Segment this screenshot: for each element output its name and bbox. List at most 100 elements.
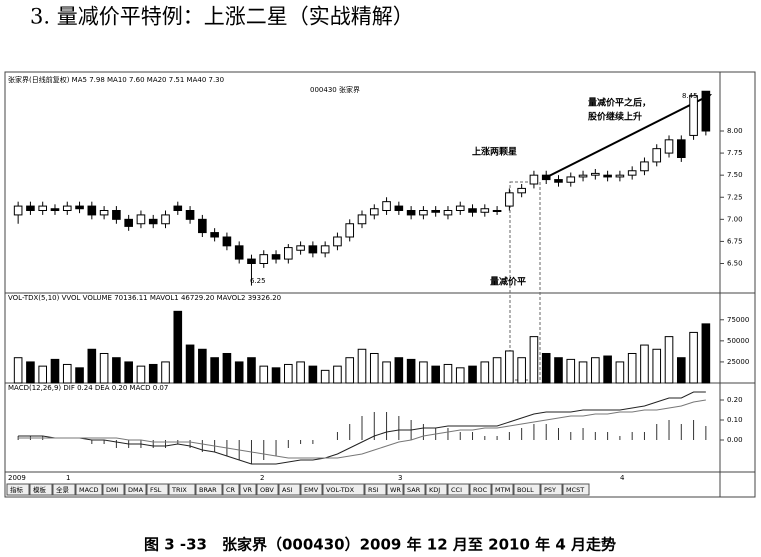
tab[interactable] xyxy=(562,483,590,496)
tab[interactable] xyxy=(491,483,514,496)
candle-body xyxy=(492,210,502,212)
volume-bar xyxy=(652,348,662,384)
tab-label: WR xyxy=(390,486,401,494)
tab[interactable] xyxy=(75,483,103,496)
tab-label: ROC xyxy=(473,486,488,494)
volume-bar xyxy=(357,348,367,384)
volume-bar xyxy=(124,361,133,384)
volume-bar xyxy=(541,352,551,384)
candle-body xyxy=(701,90,711,132)
candle-body xyxy=(664,139,674,154)
tab-label: BOLL xyxy=(517,486,534,494)
volume-bar xyxy=(664,336,674,384)
candle-body xyxy=(320,245,330,254)
date-label: 1 xyxy=(66,474,70,482)
candle-body xyxy=(259,254,269,265)
tab-label: MACD xyxy=(79,486,98,494)
candle-body xyxy=(222,236,232,247)
macd-dea-line xyxy=(18,399,706,459)
tab[interactable] xyxy=(364,483,387,496)
date-label: 2009 xyxy=(8,474,26,482)
tab[interactable] xyxy=(52,483,76,496)
tab[interactable] xyxy=(222,483,240,496)
volume-bar xyxy=(554,357,563,384)
volume-bar xyxy=(578,361,588,384)
volume-bar xyxy=(308,365,318,384)
candle-body xyxy=(591,172,600,176)
tab[interactable] xyxy=(168,483,196,496)
tab[interactable] xyxy=(278,483,301,496)
volume-bar xyxy=(455,367,465,384)
volume-bar xyxy=(382,361,391,384)
candle-body xyxy=(652,148,662,163)
candle-body xyxy=(62,205,72,211)
tab-label: TRIX xyxy=(171,486,187,494)
candle-body xyxy=(480,208,490,213)
tab[interactable] xyxy=(29,483,53,496)
candle-body xyxy=(271,254,281,260)
volume-bar xyxy=(419,361,428,384)
tab[interactable] xyxy=(239,483,257,496)
candle-body xyxy=(210,232,219,238)
volume-bar xyxy=(640,344,649,384)
candle-body xyxy=(566,176,576,183)
tab[interactable] xyxy=(256,483,279,496)
candle-body xyxy=(627,170,637,176)
heading: 3. 量减价平特例：上涨二星（实战精解） xyxy=(30,5,414,29)
volume-bar xyxy=(259,365,269,384)
chart-frame xyxy=(4,71,756,498)
volume-bar xyxy=(591,357,600,384)
tab[interactable] xyxy=(195,483,223,496)
candle-body xyxy=(615,174,625,178)
date-label: 4 xyxy=(620,474,625,482)
candle-body xyxy=(689,95,698,136)
tab[interactable] xyxy=(6,483,30,496)
volume-bar xyxy=(271,367,281,384)
volume-bar xyxy=(517,357,526,384)
tab[interactable] xyxy=(469,483,492,496)
volume-bar xyxy=(345,357,355,384)
tab[interactable] xyxy=(300,483,323,496)
volume-bar xyxy=(468,365,477,384)
tab[interactable] xyxy=(146,483,169,496)
candle-body xyxy=(394,205,404,211)
tab-label: PSY xyxy=(544,486,556,494)
candle-body xyxy=(333,236,342,247)
tab[interactable] xyxy=(513,483,541,496)
volume-legend: VOL-TDX(5,10) VVOL VOLUME 70136.11 MAVOL… xyxy=(8,294,281,302)
y-tick-label: 0.00 xyxy=(727,436,743,444)
tab[interactable] xyxy=(386,483,404,496)
volume-bar xyxy=(50,358,60,384)
tab[interactable] xyxy=(425,483,448,496)
annotation: 股价继续上升 xyxy=(588,111,642,123)
volume-bar xyxy=(222,352,232,384)
volume-bar xyxy=(62,363,72,384)
candle-body xyxy=(455,205,465,211)
tab[interactable] xyxy=(447,483,470,496)
tab[interactable] xyxy=(124,483,147,496)
volume-bar xyxy=(13,357,23,384)
low-label: 6.25 xyxy=(250,277,266,285)
candle-body xyxy=(554,179,563,183)
macd-legend: MACD(12,26,9) DIF 0.24 DEA 0.20 MACD 0.0… xyxy=(8,384,168,392)
candle-body xyxy=(419,210,428,216)
candle-body xyxy=(26,205,35,211)
candle-body xyxy=(468,208,477,213)
tab[interactable] xyxy=(102,483,125,496)
annotation: 量减价平 xyxy=(490,276,526,288)
tab-label: FSL xyxy=(150,486,162,494)
candle-body xyxy=(185,210,195,220)
volume-bar xyxy=(136,365,146,384)
candle-body xyxy=(136,214,146,225)
volume-bar xyxy=(566,358,576,384)
volume-bar xyxy=(394,357,404,384)
candle-body xyxy=(99,210,109,216)
volume-bar xyxy=(529,336,539,384)
tab-label: KDJ xyxy=(429,486,440,494)
tab[interactable] xyxy=(403,483,426,496)
tab-label: VR xyxy=(243,486,252,494)
tab[interactable] xyxy=(322,483,365,496)
macd-dif-line xyxy=(18,391,706,465)
tab[interactable] xyxy=(540,483,563,496)
annotation: 量减价平之后， xyxy=(588,97,651,109)
